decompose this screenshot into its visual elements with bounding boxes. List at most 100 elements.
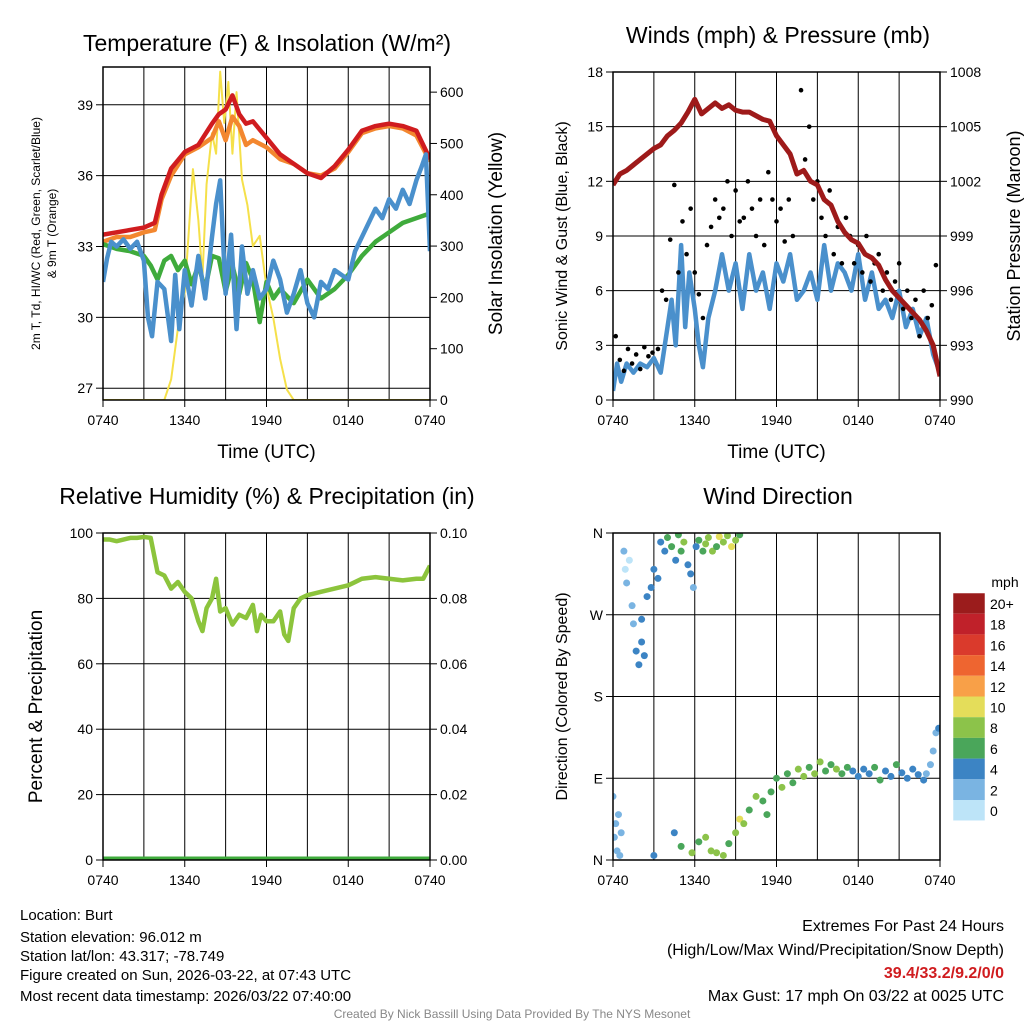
latlon-text: Station lat/lon: 43.317; -78.749 (20, 948, 225, 965)
gust-point (672, 182, 677, 188)
x-tick-label: 0740 (87, 872, 118, 888)
extremes-subtitle: (High/Low/Max Wind/Precipitation/Snow De… (666, 942, 1004, 959)
gust-point (810, 197, 816, 202)
gust-point (831, 251, 837, 257)
y-tick-label: 3 (595, 337, 603, 353)
wind-direction-point (643, 593, 651, 601)
colorbar-swatch (953, 717, 985, 738)
y-tick-label: 20 (77, 787, 93, 803)
y2-tick-label: 600 (440, 84, 464, 100)
gust-point (680, 219, 685, 224)
y2-tick-label: 0 (440, 392, 448, 408)
gust-point (696, 292, 702, 297)
wind-direction-point (736, 815, 744, 823)
x-tick-label: 0140 (333, 872, 364, 888)
wind-direction-point (909, 765, 917, 773)
gust-point (629, 361, 635, 366)
gust-point (884, 270, 890, 275)
gust-point (704, 242, 710, 248)
gust-point (650, 350, 655, 355)
y-tick-label: N (593, 852, 603, 868)
gust-point (716, 215, 722, 221)
wind-direction-point (865, 770, 873, 778)
elevation-text: Station elevation: 96.012 m (20, 929, 202, 946)
wind-direction-point (628, 602, 636, 610)
plot-frame (612, 532, 941, 861)
gust-point (896, 261, 902, 266)
gust-point (667, 237, 673, 242)
x-tick-label: 1940 (251, 872, 282, 888)
credit-text: Created By Nick Bassill Using Data Provi… (333, 1007, 691, 1021)
gust-point (753, 233, 759, 239)
wind-direction-point (695, 838, 703, 846)
gust-point (892, 279, 898, 284)
wind-direction-point (647, 584, 655, 591)
wind-direction-point (661, 547, 669, 555)
gust-point (839, 261, 845, 266)
gust-point (790, 233, 796, 239)
y-tick-label: 27 (77, 380, 93, 396)
y-tick-label: 60 (77, 656, 93, 672)
gust-point (913, 297, 918, 303)
gust-point (864, 233, 869, 239)
y-tick-label: 18 (587, 64, 603, 80)
wind-direction-point (635, 661, 643, 669)
gust-point (733, 188, 738, 193)
wind-direction-point (929, 747, 937, 755)
y-axis-label: Direction (Colored By Speed) (554, 592, 571, 800)
wind-direction-point (759, 797, 767, 805)
colorbar-swatch (953, 634, 985, 656)
gust-point (774, 219, 779, 224)
colorbar-swatch (953, 758, 985, 780)
y2-tick-label: 0.04 (440, 721, 467, 737)
y2-tick-label: 1005 (950, 119, 981, 135)
wind-direction-point (614, 811, 622, 819)
wind-direction-point (892, 761, 900, 769)
wind-direction-point (838, 770, 846, 778)
wind-direction-point (702, 540, 710, 548)
wind-direction-point (695, 536, 703, 544)
y-tick-label: 12 (587, 173, 603, 189)
colorbar-label: 10 (990, 700, 1006, 716)
gust-point (786, 197, 792, 202)
colorbar-label: 18 (990, 617, 1006, 633)
wind-direction-point (674, 533, 682, 539)
wind-direction-point (794, 765, 802, 773)
gust-point (860, 270, 865, 275)
colorbar-label: 12 (990, 679, 1006, 695)
wind-direction-point (719, 851, 727, 859)
wind-direction-point (640, 652, 648, 660)
y2-tick-label: 1008 (950, 64, 981, 80)
plot-area (613, 533, 940, 859)
y-tick-label: 6 (595, 283, 603, 299)
y-axis-label: Sonic Wind & Gust (Blue, Black) (554, 121, 571, 350)
gust-point (770, 197, 775, 202)
wind-direction-point (922, 770, 930, 778)
recent-data-text: Most recent data timestamp: 2026/03/22 0… (20, 988, 352, 1005)
colorbar-label: 14 (990, 658, 1006, 674)
wind-direction-point (620, 547, 628, 555)
wind-direction-point (719, 538, 727, 546)
wind-direction-point (702, 833, 710, 841)
extremes-title: Extremes For Past 24 Hours (802, 918, 1004, 935)
gust-point (659, 288, 665, 293)
wind-direction-point (725, 840, 733, 848)
wind-direction-point (882, 767, 889, 775)
wind-direction-point (668, 543, 676, 551)
y-tick-label: 15 (587, 119, 603, 135)
gust-point (737, 219, 743, 224)
location-text: Location: Burt (20, 907, 113, 924)
wind-direction-point (805, 763, 813, 771)
humidity-chart-title: Relative Humidity (%) & Precipitation (i… (59, 483, 475, 509)
y-tick-label: S (594, 689, 603, 705)
gust-point (621, 368, 627, 374)
gust-point (642, 344, 647, 350)
wind-direction-point (692, 543, 700, 551)
gust-point (676, 270, 681, 275)
extremes-values: 39.4/33.2/9.2/0/0 (883, 965, 1004, 982)
colorbar-swatch (953, 593, 985, 614)
wind-direction-point (832, 765, 840, 773)
wind-direction-point (736, 533, 744, 539)
y-tick-label: 0 (85, 852, 93, 868)
